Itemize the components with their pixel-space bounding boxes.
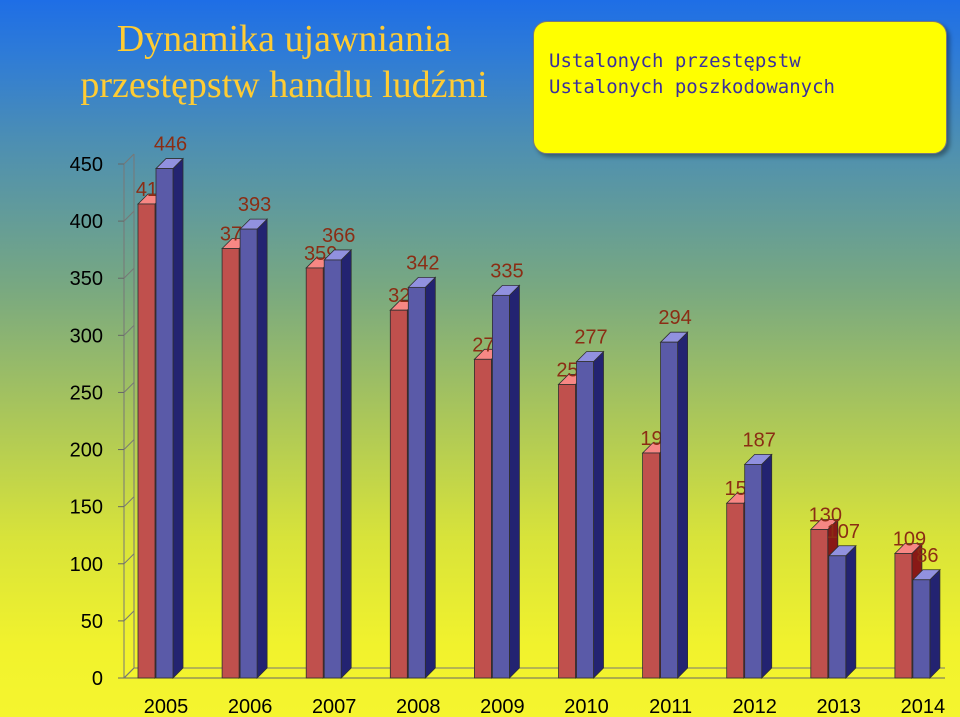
bar-victims-2006 [239, 228, 258, 679]
data-label-crimes-2013: 130 [809, 505, 842, 527]
y-tick-label: 200 [70, 440, 103, 462]
bar-side-victims-2011 [677, 331, 688, 679]
y-tick-label: 250 [70, 382, 103, 404]
bar-side-victims-2013 [845, 544, 857, 679]
x-tick-label-2006: 2006 [228, 696, 273, 717]
bar-crimes-2014 [894, 553, 913, 679]
y-tick-label: 300 [70, 325, 103, 347]
x-tick-label-2014: 2014 [901, 696, 946, 717]
x-tick-label-2008: 2008 [396, 696, 441, 717]
data-label-victims-2008: 342 [406, 252, 439, 274]
bar-side-victims-2012 [761, 453, 773, 679]
legend-item-crimes: Ustalonych przestępstw [549, 50, 801, 72]
bar-side-victims-2010 [593, 350, 604, 679]
bar-side-victims-2014 [929, 568, 941, 679]
y-tick-label: 400 [70, 211, 103, 233]
bar-crimes-2005 [137, 203, 156, 679]
bar-victims-2014 [912, 579, 931, 679]
data-label-victims-2010: 277 [574, 327, 607, 349]
y-tick-label: 150 [70, 497, 103, 519]
data-label-victims-2013: 107 [827, 521, 860, 543]
x-tick-label-2012: 2012 [732, 696, 777, 717]
data-label-victims-2007: 366 [322, 225, 355, 247]
data-label-crimes-2014: 109 [893, 528, 926, 550]
bar-side-victims-2007 [340, 248, 352, 679]
bar-victims-2007 [323, 259, 342, 679]
y-tick-depth [123, 667, 135, 679]
bar-victims-2008 [407, 286, 426, 679]
y-tick-label: 50 [81, 611, 103, 633]
bar-crimes-2007 [305, 267, 324, 679]
bar-crimes-2006 [221, 248, 240, 679]
data-label-victims-2011: 294 [658, 307, 691, 329]
y-tick-depth [123, 610, 135, 622]
bar-victims-2012 [744, 464, 763, 679]
x-tick-label-2011: 2011 [649, 696, 692, 717]
bar-victims-2013 [828, 555, 847, 679]
y-tick-depth [123, 153, 135, 165]
y-tick-label: 350 [70, 268, 103, 290]
x-tick-label-2013: 2013 [817, 696, 862, 717]
y-tick-depth [123, 324, 135, 336]
bar-side-victims-2006 [256, 218, 268, 679]
y-tick-depth [123, 553, 135, 565]
data-label-victims-2009: 335 [490, 260, 523, 282]
bar-crimes-2011 [642, 452, 660, 679]
y-tick-label: 450 [70, 154, 103, 176]
legend-item-victims: Ustalonych poszkodowanych [549, 76, 835, 98]
y-tick-depth [123, 267, 135, 279]
data-label-victims-2014: 86 [916, 545, 938, 567]
bar-victims-2009 [491, 294, 510, 679]
y-tick-label: 100 [70, 554, 103, 576]
bar-side-victims-2005 [172, 157, 184, 679]
y-tick-depth [123, 496, 135, 508]
bar-victims-2011 [660, 341, 678, 679]
y-tick-depth [123, 439, 135, 450]
x-tick-label-2010: 2010 [564, 696, 609, 717]
bar-crimes-2009 [473, 358, 492, 679]
bar-crimes-2013 [810, 529, 829, 679]
bar-side-victims-2009 [508, 284, 520, 679]
bar-side-victims-2008 [424, 276, 436, 679]
bar-victims-2005 [155, 168, 174, 679]
x-tick-label-2005: 2005 [144, 696, 189, 717]
chart-legend: Ustalonych przestępstw Ustalonych poszko… [533, 21, 947, 154]
y-tick-depth [123, 210, 135, 222]
y-tick-label: 0 [92, 668, 103, 690]
bar-crimes-2010 [558, 384, 576, 679]
x-tick-label-2007: 2007 [312, 696, 357, 717]
data-label-victims-2005: 446 [154, 134, 187, 156]
chart-title: Dynamika ujawniania przestępstw handlu l… [80, 18, 488, 106]
y-tick-depth [123, 382, 135, 393]
bar-crimes-2008 [389, 309, 408, 679]
data-label-victims-2012: 187 [743, 429, 776, 451]
x-tick-label-2009: 2009 [480, 696, 525, 717]
bar-crimes-2012 [726, 502, 745, 679]
data-label-victims-2006: 393 [238, 194, 271, 216]
bar-victims-2010 [576, 361, 594, 679]
